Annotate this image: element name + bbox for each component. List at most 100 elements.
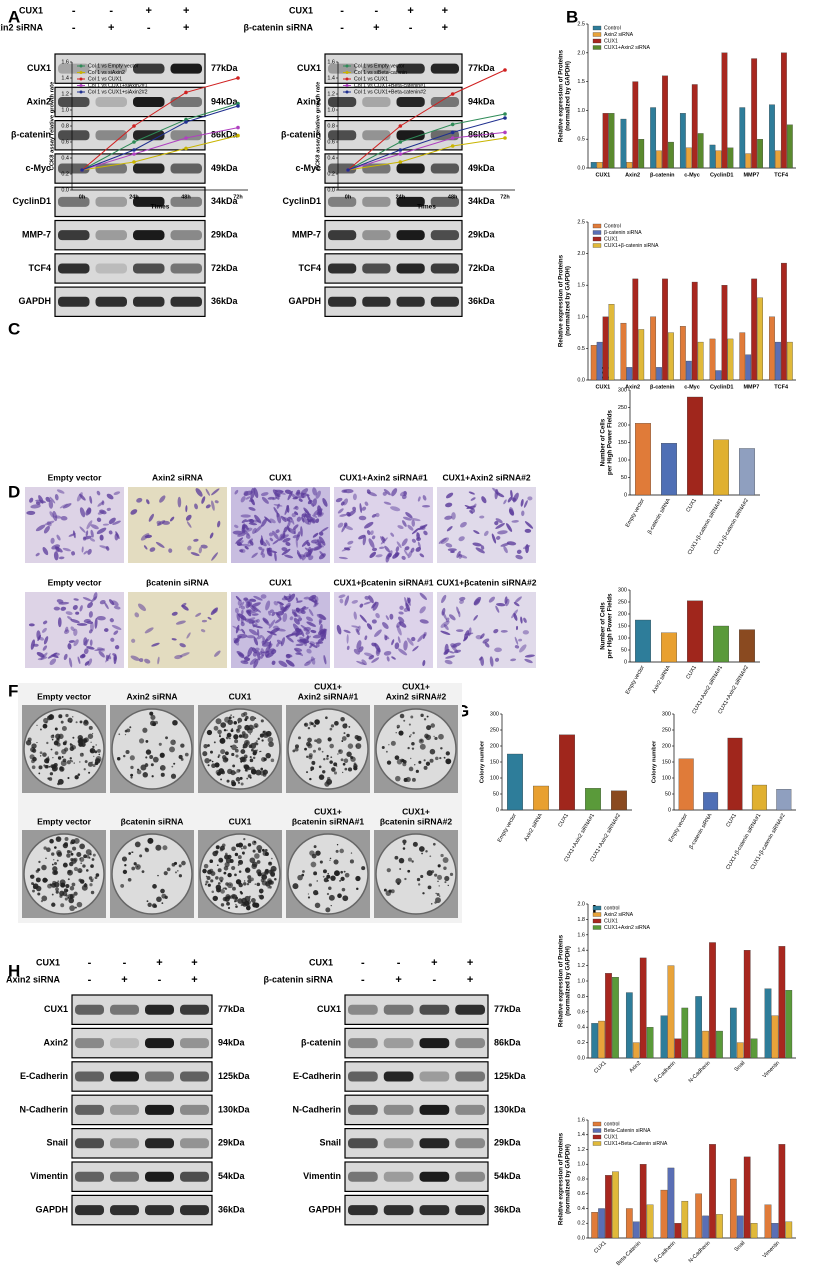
bar [691,281,698,381]
cell [417,634,425,643]
cell [115,531,120,540]
colony [247,879,252,884]
colony [131,851,133,853]
cell [522,630,530,635]
colony [329,727,333,731]
colony-dish [198,705,282,793]
colony [390,889,395,894]
cell [274,491,280,500]
colony [164,895,168,899]
x-axis-label: Times [417,204,436,211]
colony [322,875,325,878]
colony [260,719,264,723]
colony [58,735,61,738]
cell [234,607,239,614]
blot-band [419,1104,450,1115]
colony [234,852,239,857]
cell [294,648,304,657]
cell [473,530,480,535]
colony [306,755,309,759]
blot-label: N-Cadherin [19,1104,68,1114]
colony [57,782,60,786]
bar [713,625,729,663]
cell [306,635,309,641]
colony [85,849,92,855]
colony [327,737,332,742]
bar [608,113,615,169]
cell [282,537,291,543]
colony [240,892,243,895]
cell [448,650,455,654]
y-tick-label: 1.5 [577,79,585,85]
cell [282,612,288,623]
colony [429,758,434,763]
colony [265,730,272,737]
bar [632,278,639,381]
bar [679,326,686,381]
image-label: CUX1 [269,577,292,587]
cell [272,625,279,629]
cell [366,491,378,497]
bar [674,1038,682,1059]
y-tick-label: 0 [668,807,671,813]
x-tick-label: Axin2 [625,172,640,178]
colony [152,903,157,908]
cell [384,635,388,641]
bar [638,329,645,381]
cell [144,658,151,664]
cell [374,642,381,653]
colony [238,859,244,865]
cell [338,556,348,560]
colony [45,857,47,860]
bar [709,338,716,381]
bar [585,788,601,811]
cell [445,543,453,548]
y-tick-label: 1.0 [327,107,335,113]
legend-swatch [592,1121,602,1127]
blot-band [419,1138,450,1149]
colony [329,859,331,861]
dish [23,833,105,915]
blot-kda: 125kDa [494,1071,527,1081]
colony [412,731,415,735]
cell [482,638,490,644]
cell [358,515,367,521]
bar [681,1007,689,1059]
colony [420,713,424,718]
cell [282,605,288,613]
blot-band [145,1171,174,1182]
cell [249,609,259,614]
cell [306,541,311,547]
bar [596,162,603,169]
cell [361,659,367,666]
cell [89,629,93,634]
cell [246,609,252,613]
colony [429,855,432,858]
colony [47,883,52,889]
cell [351,625,360,629]
cell [87,548,92,555]
colony [405,776,411,783]
blot-band [180,1205,209,1216]
colony [251,769,256,774]
colony [178,754,183,760]
colony [251,840,257,846]
series-line [347,137,506,171]
cell [276,601,284,606]
colony [170,739,176,746]
cell [106,507,111,511]
y-tick-label: 1.0 [61,107,69,113]
blot-band [430,96,459,107]
cell [287,521,291,528]
cell [480,545,485,550]
colony [230,745,233,748]
colony [211,760,214,763]
cell [422,495,427,501]
blot-label: E-Cadherin [20,1071,68,1081]
cell [62,503,72,509]
y-tick-label: 0.5 [577,137,585,143]
cell [290,516,295,525]
condition-sign: - [340,5,344,17]
cell [318,613,326,621]
colony [237,855,242,860]
